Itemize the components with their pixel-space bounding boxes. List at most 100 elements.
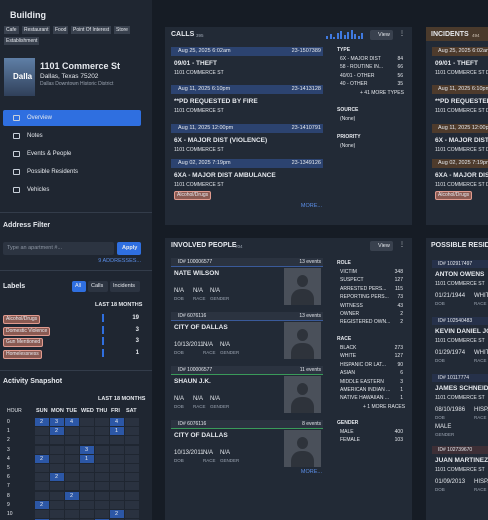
tag: Point Of Interest — [71, 26, 112, 34]
day: WED — [81, 408, 94, 414]
tag: Store — [114, 26, 130, 34]
incident-tag: Alcohol/Drugs — [435, 191, 473, 200]
day: FRI — [111, 408, 120, 414]
stat-count: 400 — [394, 429, 403, 435]
heat-cell — [125, 454, 139, 463]
heat-cell — [50, 454, 64, 463]
stat-name: FEMALE — [340, 437, 361, 444]
resident-name: JAMES SCHNEIDER — [435, 385, 488, 392]
apply-button[interactable] — [117, 242, 141, 255]
label-tag: Domestic Violence — [3, 326, 51, 336]
heat-cell — [125, 510, 139, 518]
thumb-text: Dalla — [13, 72, 33, 81]
incident-address: 1101 COMMERCE ST D — [435, 182, 488, 188]
stat-title: PRIORITY — [337, 134, 361, 140]
heat-cell — [35, 454, 49, 463]
heat-cell — [35, 482, 49, 491]
section-title: Labels — [3, 283, 26, 290]
person-head — [297, 329, 308, 341]
resident-gender-label: GENDER — [435, 432, 455, 437]
stat-name: 40/01 - OTHER — [340, 72, 375, 79]
resident-race-label: RACE — [474, 358, 487, 363]
heat-cell — [110, 482, 124, 491]
heat-cell — [80, 454, 94, 463]
person-field-label: GENDER — [210, 296, 230, 301]
resident-gender: MALE — [435, 424, 452, 430]
hour: 2 — [7, 437, 10, 444]
heat-cell — [95, 482, 109, 491]
heat-value: 1 — [115, 428, 119, 435]
heat-value: 4 — [70, 419, 74, 425]
person-field: N/A — [193, 396, 204, 402]
nav-item[interactable]: Overview — [27, 114, 53, 121]
stat-title: GENDER — [337, 420, 359, 426]
nav-icon — [13, 169, 20, 175]
input[interactable] — [3, 242, 114, 255]
heat-cell — [65, 436, 79, 445]
heat-cell — [35, 418, 49, 426]
label-trend — [102, 314, 104, 322]
heat-cell — [110, 436, 124, 445]
nav-item[interactable]: Possible Residents — [27, 168, 79, 175]
heat-cell — [65, 445, 79, 454]
stat-count: 115 — [395, 285, 403, 292]
hour: 10 — [7, 511, 13, 517]
person-field-label: DOB — [174, 404, 184, 409]
incident-address: 1101 COMMERCE ST D — [435, 147, 488, 153]
nav-active[interactable] — [3, 110, 141, 126]
resident-dob: 01/21/1944 — [435, 293, 466, 299]
nav-item[interactable]: Notes — [27, 132, 43, 139]
title: Building — [10, 10, 46, 20]
nav-item[interactable]: Events & People — [27, 150, 72, 157]
resident-dob-label: DOB — [435, 301, 445, 306]
stat-count: 348 — [394, 269, 403, 275]
resident-dob: 01/29/1974 — [435, 350, 466, 356]
panel-title: INCIDENTS — [431, 31, 469, 38]
stat-count: 127 — [394, 277, 403, 284]
view-button[interactable] — [370, 241, 393, 251]
call-header — [171, 124, 323, 133]
stat-count: 2 — [400, 311, 403, 317]
nav-item[interactable]: Vehicles — [27, 186, 50, 193]
heat-cell — [95, 445, 109, 454]
resident-race-label: RACE — [474, 301, 487, 306]
sparkline — [333, 37, 335, 39]
call-date: Aug 25, 2025 6:02am — [178, 48, 231, 54]
heat-cell — [65, 500, 79, 509]
heat-cell — [65, 482, 79, 491]
heat-cell — [125, 473, 139, 482]
tab[interactable] — [88, 281, 108, 292]
person-name: CITY OF DALLAS — [174, 324, 228, 331]
stat-more: + 41 MORE TYPES — [360, 89, 404, 96]
heat-cell — [80, 464, 94, 472]
view-button[interactable] — [370, 30, 393, 40]
person-body — [291, 289, 314, 305]
person-field-label: GENDER — [220, 350, 240, 355]
resident-id: ID# 102917497 — [438, 261, 473, 267]
heat-cell — [95, 454, 109, 463]
tab[interactable] — [72, 281, 86, 292]
heat-value: 2 — [40, 419, 44, 425]
heat-cell — [35, 445, 49, 454]
call-id: 23-1413128 — [291, 86, 321, 92]
heat-value: 2 — [70, 492, 74, 499]
person-head — [297, 437, 308, 449]
heat-cell — [125, 427, 139, 436]
hour: 0 — [7, 419, 10, 425]
person-id: ID# 6076116 — [178, 421, 207, 427]
heat-cell — [110, 491, 124, 500]
incident-date: Aug 25, 2025 6:02am — [438, 48, 488, 54]
stat-count: 2 — [400, 319, 403, 326]
heat-cell — [125, 418, 139, 426]
panel-count: 395 — [196, 33, 204, 38]
tab[interactable] — [110, 281, 140, 292]
heat-cell — [35, 500, 49, 509]
resident-name: ANTON OWENS — [435, 271, 485, 278]
heat-cell — [80, 436, 94, 445]
sparkline — [336, 33, 339, 39]
stat-count: 66 — [397, 64, 403, 71]
label-trend — [102, 337, 104, 345]
period: LAST 18 MONTHS — [95, 302, 143, 308]
hour: 9 — [7, 501, 10, 508]
day: MON — [51, 408, 64, 414]
